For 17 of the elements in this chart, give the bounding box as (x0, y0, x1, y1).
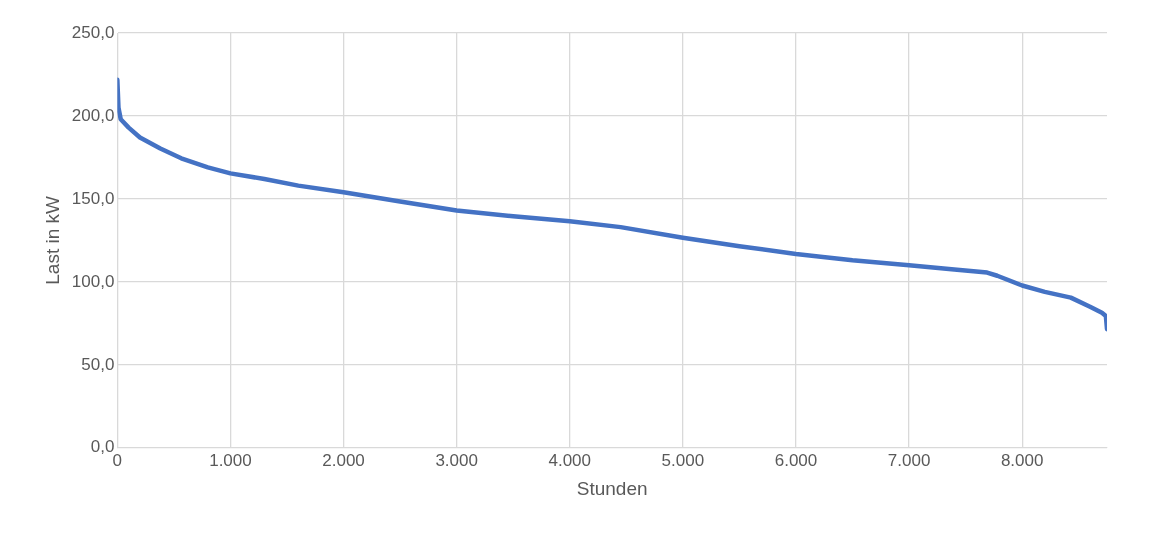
x-tick-label: 2.000 (322, 450, 365, 470)
x-tick-label: 3.000 (435, 450, 478, 470)
x-axis-title: Stunden (576, 477, 648, 499)
y-axis-title: Last in kW (41, 195, 63, 285)
y-tick-label: 100,0 (71, 271, 115, 291)
y-tick-label: 0,0 (90, 437, 115, 457)
x-tick-label: 1.000 (209, 450, 252, 470)
y-tick-label: 50,0 (81, 354, 115, 374)
x-tick-label: 5.000 (661, 450, 705, 470)
x-tick-label: 7.000 (887, 450, 931, 470)
y-tick-label: 250,0 (71, 22, 115, 42)
x-tick-label: 0 (112, 450, 123, 470)
y-tick-label: 200,0 (71, 105, 115, 125)
x-tick-label: 4.000 (548, 450, 592, 470)
x-tick-label: 6.000 (774, 450, 818, 470)
y-tick-label: 150,0 (71, 188, 115, 208)
x-tick-label: 8.000 (1000, 450, 1044, 470)
